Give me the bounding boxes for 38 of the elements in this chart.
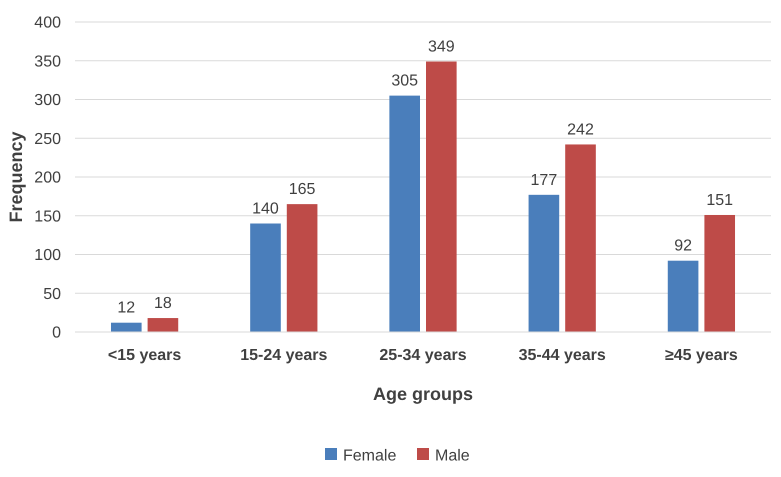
bar bbox=[668, 260, 698, 332]
y-tick-label: 300 bbox=[34, 92, 62, 110]
y-tick-label: 0 bbox=[52, 324, 62, 342]
bar bbox=[528, 194, 560, 332]
x-tick-label: 15-24 years bbox=[240, 347, 328, 364]
data-label: 349 bbox=[428, 38, 455, 56]
x-tick-label: <15 years bbox=[108, 347, 182, 364]
bar bbox=[110, 322, 142, 332]
y-tick-label: 350 bbox=[34, 53, 62, 70]
data-label: 18 bbox=[154, 295, 172, 312]
x-tick-label: 35-44 years bbox=[518, 347, 606, 364]
bar bbox=[704, 214, 736, 332]
data-label: 12 bbox=[117, 300, 136, 317]
legend-label: Male bbox=[435, 448, 470, 465]
data-label: 151 bbox=[706, 192, 734, 209]
bar bbox=[389, 96, 420, 332]
y-tick-label: 400 bbox=[34, 14, 62, 32]
y-tick-label: 50 bbox=[43, 286, 62, 303]
data-label: 165 bbox=[288, 181, 316, 198]
data-label: 242 bbox=[567, 121, 594, 138]
data-label: 140 bbox=[252, 200, 279, 218]
bar bbox=[565, 144, 596, 332]
legend-label: Female bbox=[343, 448, 396, 465]
bar bbox=[286, 204, 318, 332]
y-tick-label: 100 bbox=[34, 247, 62, 264]
bar bbox=[148, 318, 178, 332]
y-tick-label: 200 bbox=[34, 170, 62, 187]
data-label: 92 bbox=[674, 238, 692, 255]
y-tick-label: 150 bbox=[34, 208, 62, 226]
y-axis-title: Frequency bbox=[6, 131, 26, 223]
x-tick-label: 25-34 years bbox=[379, 347, 467, 364]
data-label: 177 bbox=[530, 172, 558, 189]
x-tick-label: ≥45 years bbox=[664, 347, 738, 364]
x-axis-title: Age groups bbox=[372, 384, 474, 404]
bar bbox=[250, 224, 281, 332]
data-label: 305 bbox=[391, 72, 418, 90]
bar bbox=[426, 62, 457, 332]
y-tick-label: 250 bbox=[34, 130, 62, 148]
